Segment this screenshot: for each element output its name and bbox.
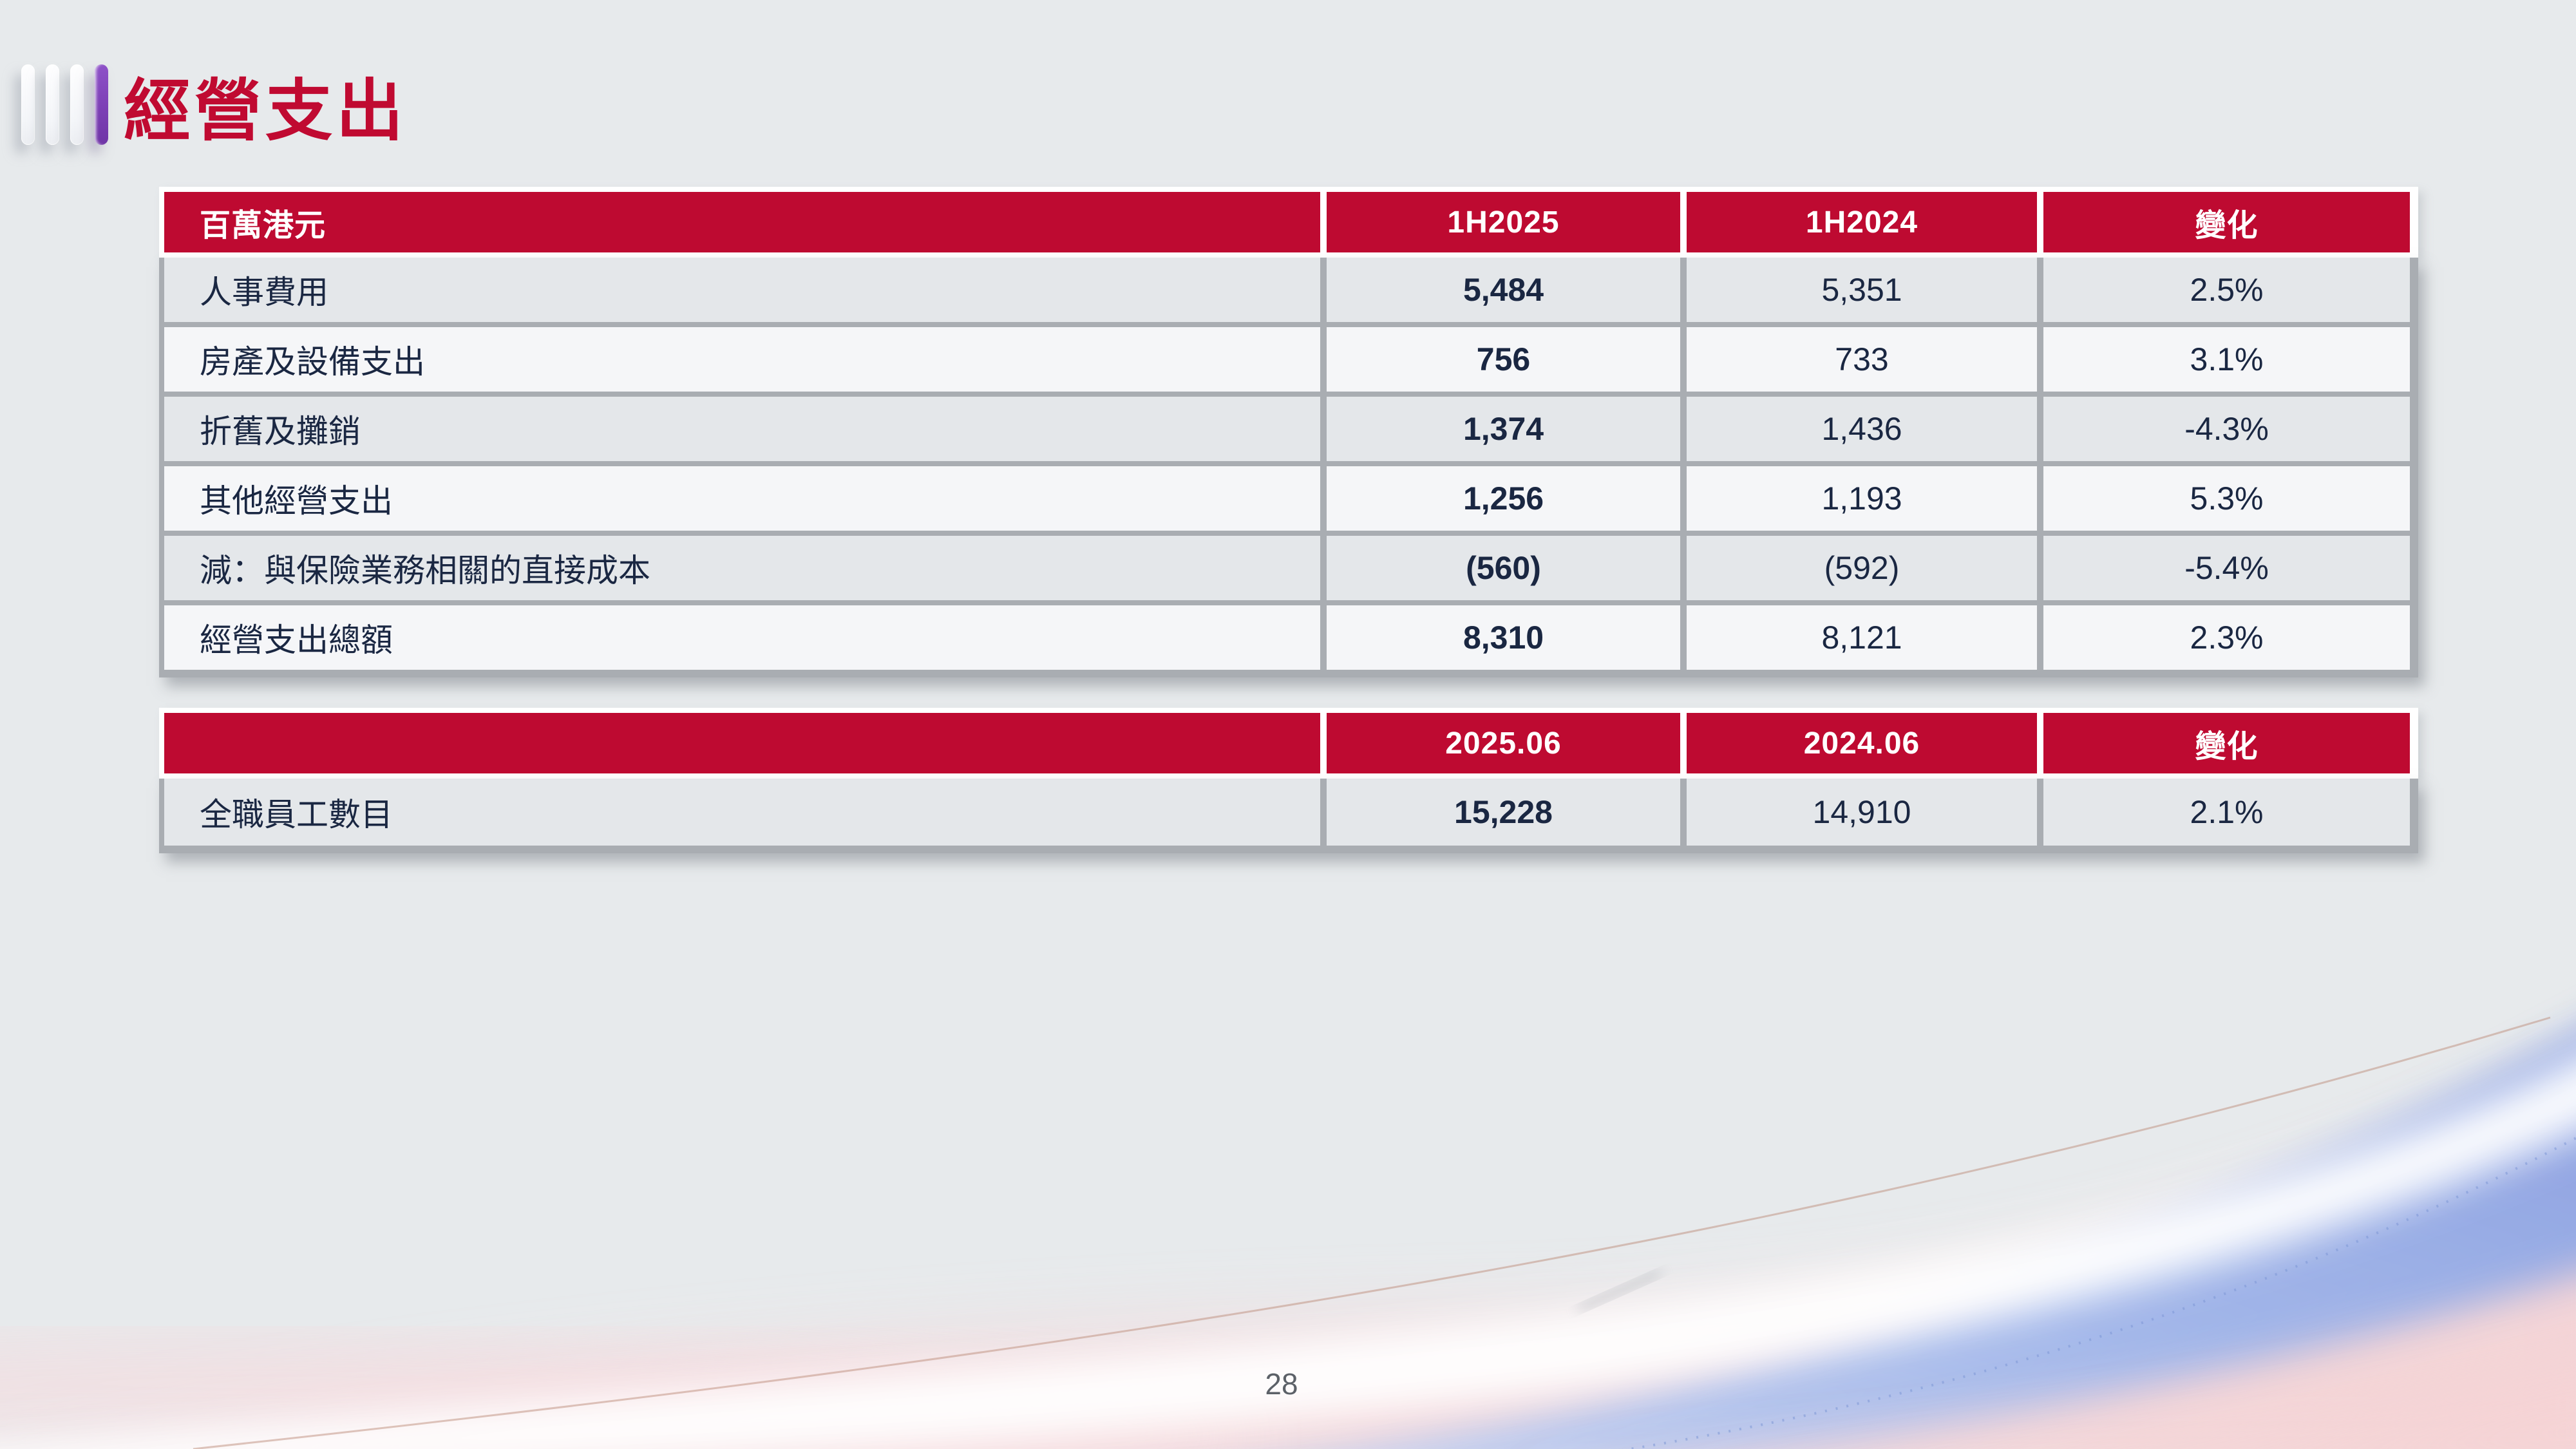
header-1h2025: 1H2025 [1327,192,1680,252]
row-value-change: 3.1% [2043,327,2410,392]
row-value-1h2024: 1,193 [1687,466,2037,531]
row-value-1h2025: 1,374 [1327,397,1680,461]
row-label: 經營支出總額 [164,605,1320,670]
decor-bar-icon [70,64,84,145]
row-value-1h2025: 1,256 [1327,466,1680,531]
header-blank [164,713,1320,773]
row-value-1h2025: 5,484 [1327,258,1680,322]
decor-bar-icon [46,64,59,145]
row-label: 人事費用 [164,258,1320,322]
row-label: 折舊及攤銷 [164,397,1320,461]
expenses-table-header: 百萬港元 1H2025 1H2024 變化 [159,187,2418,258]
header-2025-06: 2025.06 [1327,713,1680,773]
decor-bar-purple-icon [95,64,108,145]
row-value-1h2025: 756 [1327,327,1680,392]
row-value-2024: 14,910 [1687,779,2037,846]
row-value-change: -4.3% [2043,397,2410,461]
page-number: 28 [1265,1367,1298,1401]
expenses-table: 百萬港元 1H2025 1H2024 變化 人事費用 5,484 5,351 2… [159,187,2418,677]
title-decor-bars [21,64,108,145]
row-value-1h2024: 5,351 [1687,258,2037,322]
row-value-1h2024: (592) [1687,536,2037,600]
row-label: 房產及設備支出 [164,327,1320,392]
header-1h2024: 1H2024 [1687,192,2037,252]
row-label: 其他經營支出 [164,466,1320,531]
row-value-change: -5.4% [2043,536,2410,600]
header-change: 變化 [2043,713,2410,773]
decor-bar-icon [21,64,35,145]
row-value-1h2024: 8,121 [1687,605,2037,670]
row-label: 全職員工數目 [164,779,1320,846]
staff-table: 2025.06 2024.06 變化 全職員工數目 15,228 14,910 … [159,708,2418,853]
row-value-change: 2.5% [2043,258,2410,322]
staff-table-header: 2025.06 2024.06 變化 [159,708,2418,779]
row-label: 減：與保險業務相關的直接成本 [164,536,1320,600]
row-value-1h2025: (560) [1327,536,1680,600]
expenses-table-body: 人事費用 5,484 5,351 2.5% 房產及設備支出 756 733 3.… [159,258,2418,677]
page-title: 經營支出 [124,74,408,149]
header-unit: 百萬港元 [164,192,1320,252]
staff-table-body: 全職員工數目 15,228 14,910 2.1% [159,779,2418,853]
small-dash-mark [1578,1271,1662,1311]
row-value-change: 2.3% [2043,605,2410,670]
header-change: 變化 [2043,192,2410,252]
header-2024-06: 2024.06 [1687,713,2037,773]
row-value-1h2025: 8,310 [1327,605,1680,670]
row-value-1h2024: 1,436 [1687,397,2037,461]
row-value-change: 2.1% [2043,779,2410,846]
row-value-2025: 15,228 [1327,779,1680,846]
row-value-change: 5.3% [2043,466,2410,531]
row-value-1h2024: 733 [1687,327,2037,392]
